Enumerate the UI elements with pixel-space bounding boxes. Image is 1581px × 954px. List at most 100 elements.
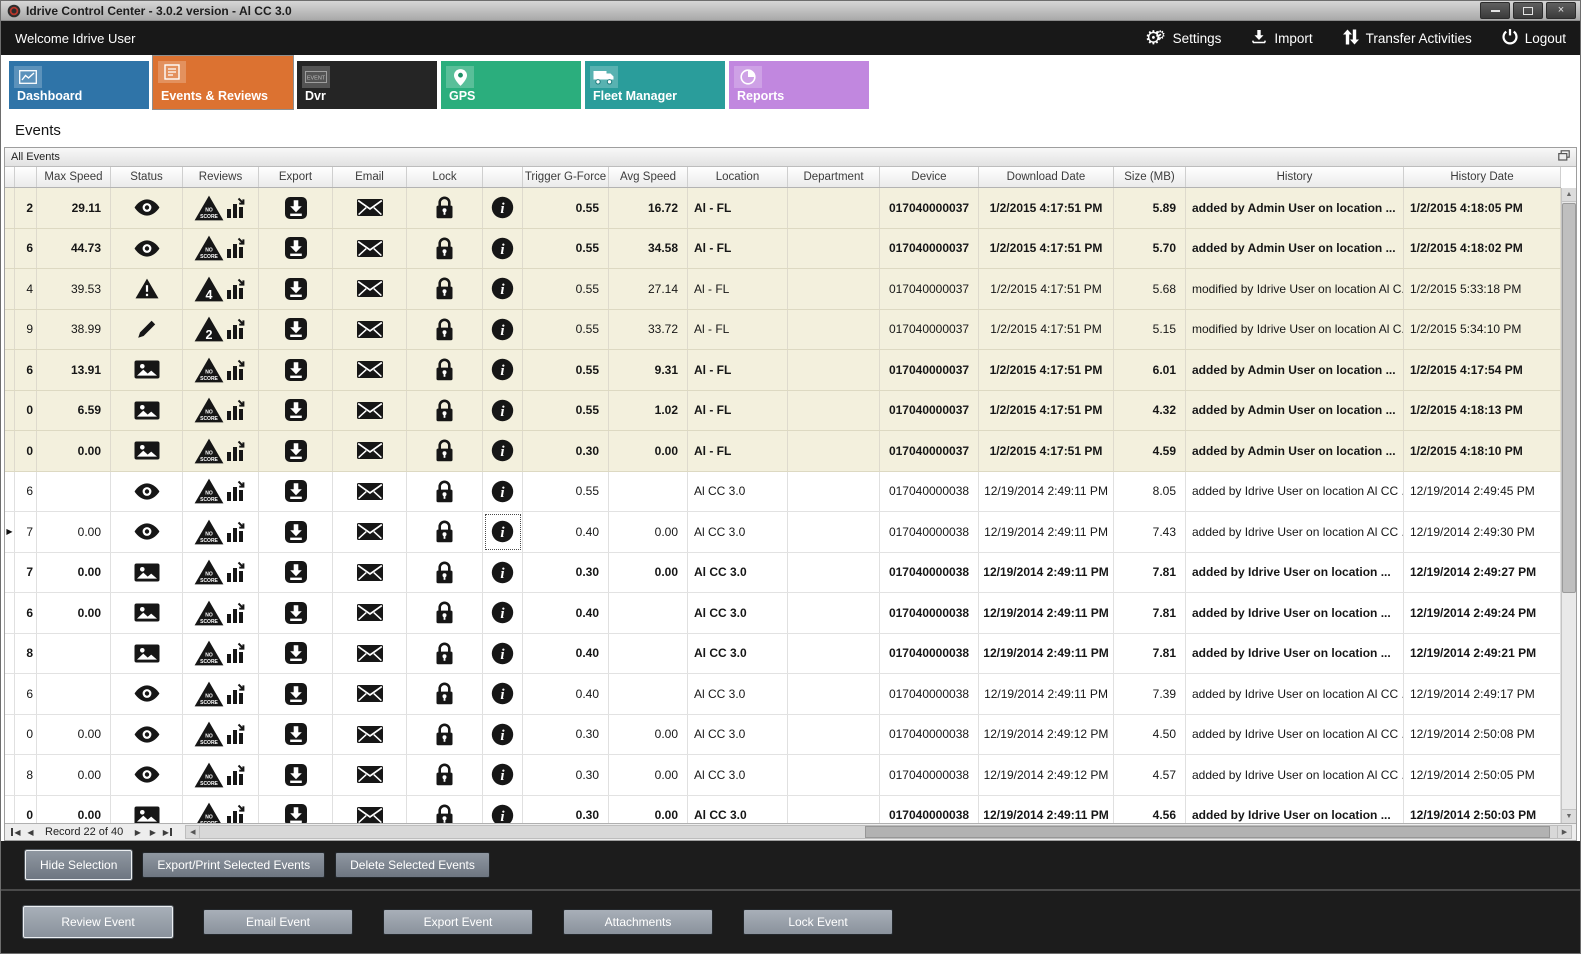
max-speed-cell[interactable]: 0.00 [37,552,111,592]
size-cell[interactable]: 5.15 [1114,309,1186,349]
tab-fleet-manager[interactable]: Fleet Manager [585,61,725,109]
attachments-button[interactable]: Attachments [563,909,713,935]
avg-speed-cell[interactable]: 27.14 [609,269,688,309]
column-header-location[interactable]: Location [688,167,788,187]
hide-selection-button[interactable]: Hide Selection [25,850,133,880]
export-button[interactable] [259,269,333,309]
email-button[interactable] [333,471,407,511]
vertical-scroll-thumb[interactable] [1562,203,1576,593]
export-button[interactable] [259,795,333,823]
event-id-cell[interactable]: 0 [15,431,37,471]
history-cell[interactable]: added by Admin User on location ... [1186,228,1404,268]
history-cell[interactable]: modified by Idrive User on location Al C… [1186,269,1404,309]
device-cell[interactable]: 017040000037 [880,269,979,309]
download-date-cell[interactable]: 1/2/2015 4:17:51 PM [979,309,1114,349]
avg-speed-cell[interactable]: 0.00 [609,795,688,823]
status-picture-icon[interactable] [111,431,183,471]
history-cell[interactable]: modified by Idrive User on location Al C… [1186,309,1404,349]
event-row[interactable]: 6 NO SCORE i 0.55 Al CC 3.0 017040000038 12/19/… [5,471,1561,512]
avg-speed-cell[interactable]: 33.72 [609,309,688,349]
history-cell[interactable]: added by Idrive User on location ... [1186,795,1404,823]
email-button[interactable] [333,714,407,754]
settings-button[interactable]: ⚙⚙ Settings [1145,28,1222,48]
history-date-cell[interactable]: 1/2/2015 4:18:05 PM [1404,188,1561,228]
horizontal-scrollbar[interactable]: ◀ ▶ [185,825,1572,839]
lock-button[interactable] [407,755,483,795]
size-cell[interactable]: 4.59 [1114,431,1186,471]
device-cell[interactable]: 017040000038 [880,633,979,673]
info-button[interactable]: i [483,350,523,390]
history-date-cell[interactable]: 12/19/2014 2:49:27 PM [1404,552,1561,592]
download-date-cell[interactable]: 12/19/2014 2:49:11 PM [979,512,1114,552]
info-button[interactable]: i [483,431,523,471]
status-eye-icon[interactable] [111,471,183,511]
status-picture-icon[interactable] [111,795,183,823]
history-date-cell[interactable]: 12/19/2014 2:50:05 PM [1404,755,1561,795]
column-header-download_date[interactable]: Download Date [979,167,1114,187]
trigger-g-force-cell[interactable]: 0.40 [523,674,609,714]
event-id-cell[interactable]: 6 [15,228,37,268]
event-row[interactable]: 2 29.11 NO SCORE i 0.55 16.72 Al - FL 0170400000… [5,188,1561,229]
history-cell[interactable]: added by Idrive User on location Al CC .… [1186,674,1404,714]
export-button[interactable] [259,309,333,349]
export-print-selected-events-button[interactable]: Export/Print Selected Events [142,852,326,878]
first-record-button[interactable]: ◀ [8,825,23,839]
event-id-cell[interactable]: 0 [15,795,37,823]
trigger-g-force-cell[interactable]: 0.30 [523,714,609,754]
column-header-email[interactable]: Email [333,167,407,187]
email-button[interactable] [333,188,407,228]
trigger-g-force-cell[interactable]: 0.55 [523,350,609,390]
event-id-cell[interactable]: 0 [15,390,37,430]
history-cell[interactable]: added by Admin User on location ... [1186,350,1404,390]
event-row[interactable]: 6 44.73 NO SCORE i 0.55 34.58 Al - FL 0170400000… [5,228,1561,269]
email-button[interactable] [333,512,407,552]
column-header-lock[interactable]: Lock [407,167,483,187]
export-button[interactable] [259,714,333,754]
lock-button[interactable] [407,593,483,633]
column-header-history[interactable]: History [1186,167,1404,187]
event-row[interactable]: 0 6.59 NO SCORE i 0.55 1.02 Al - FL 017040000037… [5,390,1561,431]
tab-gps[interactable]: GPS [441,61,581,109]
avg-speed-cell[interactable]: 0.00 [609,431,688,471]
reviews-cell[interactable]: 4 [183,269,259,309]
location-cell[interactable]: Al CC 3.0 [688,471,788,511]
maximize-button[interactable] [1513,2,1543,19]
max-speed-cell[interactable]: 0.00 [37,512,111,552]
email-button[interactable] [333,309,407,349]
size-cell[interactable]: 7.39 [1114,674,1186,714]
location-cell[interactable]: Al CC 3.0 [688,512,788,552]
column-header-department[interactable]: Department [788,167,880,187]
device-cell[interactable]: 017040000037 [880,309,979,349]
email-button[interactable] [333,674,407,714]
info-button[interactable]: i [483,188,523,228]
scroll-right-icon[interactable]: ▶ [1557,825,1572,839]
device-cell[interactable]: 017040000038 [880,593,979,633]
event-id-cell[interactable]: 0 [15,714,37,754]
lock-button[interactable] [407,188,483,228]
column-header-history_date[interactable]: History Date [1404,167,1561,187]
scroll-left-icon[interactable]: ◀ [185,825,201,839]
max-speed-cell[interactable] [37,471,111,511]
trigger-g-force-cell[interactable]: 0.40 [523,512,609,552]
avg-speed-cell[interactable]: 16.72 [609,188,688,228]
avg-speed-cell[interactable]: 34.58 [609,228,688,268]
info-button[interactable]: i [483,471,523,511]
max-speed-cell[interactable]: 13.91 [37,350,111,390]
history-date-cell[interactable]: 1/2/2015 5:33:18 PM [1404,269,1561,309]
event-row[interactable]: 8 0.00 NO SCORE i 0.30 0.00 Al CC 3.0 0170400000… [5,755,1561,796]
history-cell[interactable]: added by Idrive User on location Al CC .… [1186,714,1404,754]
next-page-button[interactable]: ▶ [149,827,156,837]
size-cell[interactable]: 7.81 [1114,593,1186,633]
size-cell[interactable]: 5.89 [1114,188,1186,228]
email-button[interactable] [333,390,407,430]
event-row[interactable]: ▶ 7 0.00 NO SCORE i 0.40 0.00 Al CC 3.0 017040000… [5,512,1561,553]
history-date-cell[interactable]: 12/19/2014 2:50:03 PM [1404,795,1561,823]
department-cell[interactable] [788,755,880,795]
lock-button[interactable] [407,309,483,349]
history-cell[interactable]: added by Idrive User on location ... [1186,633,1404,673]
lock-button[interactable] [407,795,483,823]
status-picture-icon[interactable] [111,552,183,592]
trigger-g-force-cell[interactable]: 0.55 [523,309,609,349]
